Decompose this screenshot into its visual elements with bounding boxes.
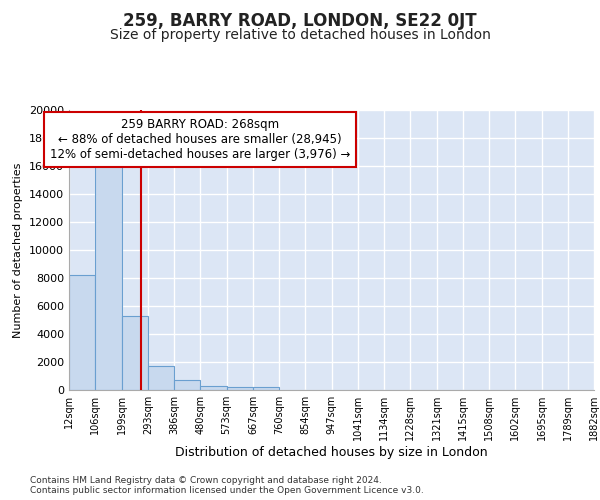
Y-axis label: Number of detached properties: Number of detached properties xyxy=(13,162,23,338)
Bar xyxy=(174,380,200,390)
Bar xyxy=(200,386,227,390)
Text: Size of property relative to detached houses in London: Size of property relative to detached ho… xyxy=(110,28,490,42)
Bar xyxy=(227,387,253,390)
Text: 259, BARRY ROAD, LONDON, SE22 0JT: 259, BARRY ROAD, LONDON, SE22 0JT xyxy=(123,12,477,30)
Text: 259 BARRY ROAD: 268sqm
← 88% of detached houses are smaller (28,945)
12% of semi: 259 BARRY ROAD: 268sqm ← 88% of detached… xyxy=(50,118,350,162)
Bar xyxy=(253,387,279,390)
Text: Contains HM Land Registry data © Crown copyright and database right 2024.
Contai: Contains HM Land Registry data © Crown c… xyxy=(30,476,424,495)
X-axis label: Distribution of detached houses by size in London: Distribution of detached houses by size … xyxy=(175,446,488,459)
Bar xyxy=(69,275,95,390)
Bar xyxy=(148,366,174,390)
Bar xyxy=(95,159,121,390)
Bar xyxy=(121,316,148,390)
